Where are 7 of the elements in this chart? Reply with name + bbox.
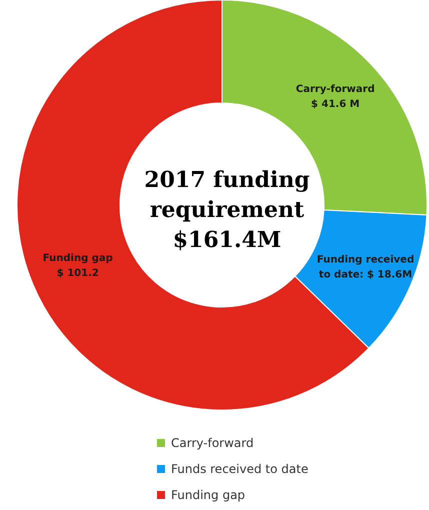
legend-label: Carry-forward <box>171 436 254 450</box>
data-label: Funding received to date: $ 18.6M <box>316 254 414 280</box>
legend-label: Funding gap <box>171 488 246 502</box>
data-label: Carry-forward $ 41.6 M <box>296 84 375 110</box>
data-label: Funding gap $ 101.2 <box>42 252 113 279</box>
legend-label: Funds received to date <box>171 462 308 476</box>
text: 2017 funding requirement $161.4M <box>144 167 310 253</box>
